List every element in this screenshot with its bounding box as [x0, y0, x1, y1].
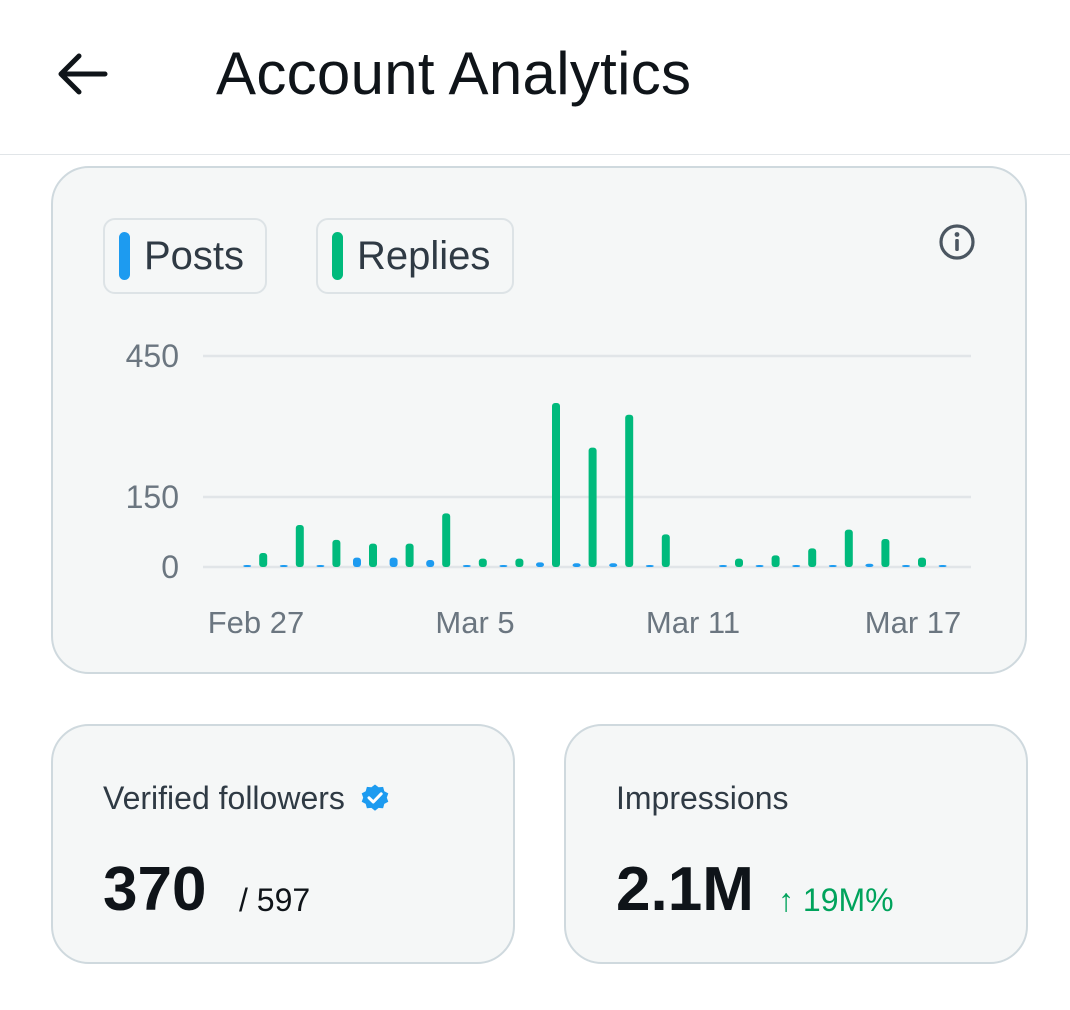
posts-bar	[609, 563, 618, 567]
legend-posts-label: Posts	[144, 233, 245, 278]
verified-followers-value: 370	[103, 855, 207, 924]
verified-followers-total: / 597	[239, 882, 311, 918]
posts-swatch	[119, 232, 130, 280]
posts-bar	[865, 563, 874, 567]
replies-bar	[771, 555, 780, 567]
legend-replies-toggle[interactable]: Replies	[316, 218, 514, 294]
posts-bar	[536, 562, 544, 567]
legend-replies-label: Replies	[357, 233, 491, 278]
posts-bar	[645, 565, 654, 567]
activity-chart-card: Posts Replies 0 150 450 Feb 27 Mar 5 Mar 11 Ma…	[51, 166, 1027, 674]
x-tick-label: Feb 27	[208, 605, 305, 640]
replies-bar	[442, 513, 451, 567]
replies-bar	[625, 414, 634, 567]
posts-bar	[499, 565, 508, 567]
y-tick-label: 0	[161, 549, 179, 585]
y-tick-label: 450	[126, 338, 179, 374]
replies-bar	[881, 539, 890, 567]
posts-bar	[279, 565, 288, 567]
replies-bar	[735, 558, 743, 567]
replies-swatch	[332, 232, 343, 280]
impressions-value: 2.1M	[616, 855, 754, 924]
replies-bar	[588, 447, 597, 567]
legend-posts-toggle[interactable]: Posts	[103, 218, 267, 294]
posts-bar	[755, 565, 764, 567]
impressions-change: ↑ 19M%	[778, 882, 894, 918]
posts-bar	[572, 563, 581, 567]
verified-badge-icon	[361, 784, 389, 811]
posts-bar	[828, 565, 837, 567]
posts-bar	[243, 565, 252, 567]
x-tick-label: Mar 11	[646, 605, 740, 640]
replies-bar	[259, 553, 268, 567]
replies-bar	[369, 543, 377, 567]
replies-bar	[295, 525, 304, 567]
posts-bar	[719, 565, 727, 567]
x-tick-label: Mar 5	[435, 605, 514, 640]
replies-bar	[515, 558, 524, 567]
impressions-card[interactable]: Impressions 2.1M ↑ 19M%	[564, 724, 1028, 964]
y-tick-label: 150	[126, 479, 179, 515]
bar-chart: 0 150 450 Feb 27 Mar 5 Mar 11 Mar 17	[126, 338, 971, 640]
verified-followers-card[interactable]: Verified followers 370 / 597	[51, 724, 515, 964]
impressions-label-row: Impressions	[616, 780, 789, 817]
posts-bar	[316, 565, 325, 567]
back-button[interactable]	[44, 36, 120, 112]
replies-bar	[844, 529, 853, 567]
page-title: Account Analytics	[216, 40, 692, 107]
verified-followers-label-row: Verified followers	[103, 780, 391, 817]
replies-bar	[332, 539, 341, 567]
posts-bar	[462, 565, 471, 567]
info-icon[interactable]	[937, 222, 977, 262]
top-bar: Account Analytics	[0, 0, 1070, 155]
verified-followers-label: Verified followers	[103, 780, 345, 816]
replies-bar	[478, 558, 487, 567]
replies-bar	[661, 534, 670, 567]
posts-bar	[938, 565, 947, 567]
posts-bar	[389, 557, 398, 567]
replies-bar	[918, 557, 926, 567]
posts-bar	[902, 565, 910, 567]
posts-bar	[353, 557, 361, 567]
replies-bar	[808, 548, 817, 567]
impressions-label: Impressions	[616, 780, 789, 816]
x-tick-label: Mar 17	[865, 605, 961, 640]
posts-bar	[792, 565, 801, 567]
replies-bar	[552, 403, 560, 567]
arrow-left-icon	[58, 53, 108, 95]
replies-bar	[405, 543, 414, 567]
posts-bar	[426, 560, 435, 567]
